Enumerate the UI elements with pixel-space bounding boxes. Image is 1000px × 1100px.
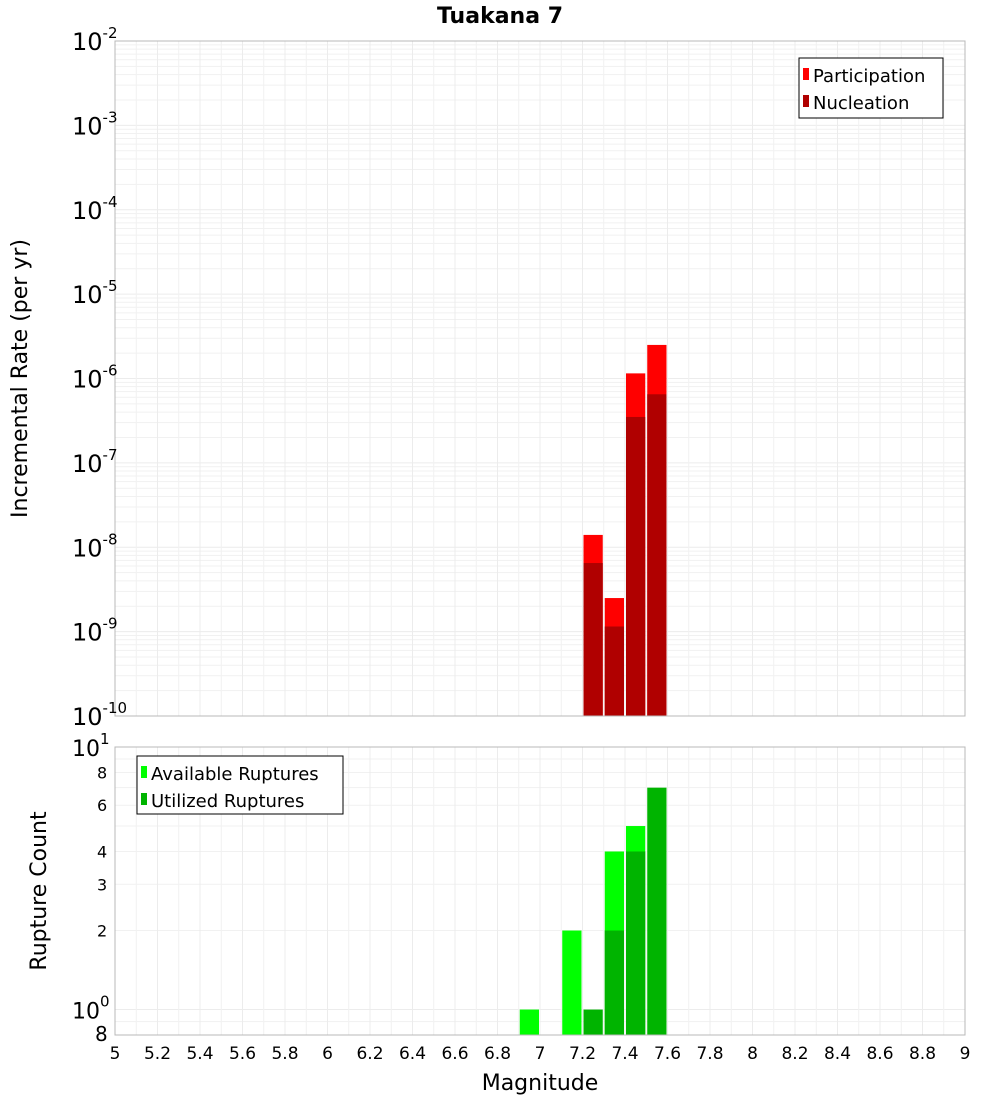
- y-tick-exponent: -4: [103, 193, 118, 211]
- x-tick-label: 7.4: [611, 1044, 638, 1064]
- panel2-y-tick-label: 100: [72, 993, 110, 1025]
- legend-label: Participation: [813, 66, 925, 87]
- y-tick-base: 3: [97, 875, 107, 894]
- legend-label: Available Ruptures: [151, 764, 319, 785]
- y-tick-base: 4: [97, 842, 107, 861]
- panel1-y-tick-label: 10-2: [72, 24, 118, 56]
- panel2-y-tick-label: 8: [95, 1022, 108, 1046]
- x-tick-label: 8.2: [781, 1044, 808, 1064]
- y-tick-base: 10: [72, 28, 103, 56]
- panel2-y-tick-label: 2: [97, 922, 107, 941]
- x-tick-label: 7.2: [569, 1044, 596, 1064]
- y-tick-base: 10: [72, 450, 103, 478]
- chart-title: Tuakana 7: [437, 4, 563, 29]
- panel1-y-tick-label: 10-6: [72, 362, 118, 394]
- legend-label: Utilized Ruptures: [151, 791, 304, 812]
- x-tick-label: 7.6: [654, 1044, 681, 1064]
- panel1-y-tick-label: 10-9: [72, 615, 118, 647]
- y-tick-base: 10: [72, 534, 103, 562]
- y-tick-exponent: -7: [103, 446, 118, 464]
- panel2-y-tick-label: 8: [97, 763, 107, 782]
- y-tick-exponent: -8: [103, 530, 118, 548]
- y-tick-exponent: -3: [103, 108, 118, 126]
- panel2-available-ruptures-bar: [519, 1009, 539, 1035]
- x-tick-label: 5.6: [229, 1044, 256, 1064]
- y-tick-base: 10: [72, 281, 103, 309]
- panel1-y-tick-label: 10-4: [72, 193, 118, 225]
- panel1-y-tick-label: 10-3: [72, 108, 118, 140]
- x-tick-label: 8.4: [824, 1044, 851, 1064]
- panel1-nucleation-bar: [583, 563, 603, 716]
- x-tick-label: 5: [110, 1044, 121, 1064]
- panel2-plot-area: [114, 746, 966, 1036]
- panel2-y-tick-label: 101: [72, 730, 110, 762]
- panel1-nucleation-bar: [604, 626, 624, 716]
- panel2-legend: [136, 755, 344, 815]
- x-tick-label: 8.8: [909, 1044, 936, 1064]
- panel1-nucleation-bar: [626, 416, 646, 716]
- panel2-y-axis-title: Rupture Count: [27, 811, 52, 971]
- panel2-utilized-ruptures-bar: [626, 851, 646, 1035]
- x-tick-label: 9: [960, 1044, 971, 1064]
- y-tick-base: 10: [72, 197, 103, 225]
- panel2-y-tick-label: 3: [97, 875, 107, 894]
- y-tick-base: 10: [72, 1000, 100, 1025]
- x-tick-label: 7: [535, 1044, 546, 1064]
- x-axis-title: Magnitude: [482, 1071, 599, 1096]
- y-tick-exponent: 0: [100, 993, 110, 1011]
- y-tick-exponent: -6: [103, 362, 118, 380]
- panel1-y-axis-title: Incremental Rate (per yr): [8, 239, 33, 518]
- x-tick-label: 6.6: [441, 1044, 468, 1064]
- panel2-y-tick-label: 6: [97, 796, 107, 815]
- y-tick-base: 8: [97, 763, 107, 782]
- y-tick-base: 10: [72, 703, 103, 731]
- y-tick-exponent: 1: [100, 730, 110, 748]
- y-tick-exponent: -2: [103, 24, 118, 42]
- panel2-available-ruptures-bar: [562, 930, 582, 1035]
- panel1-y-tick-label: 10-5: [72, 277, 118, 309]
- x-tick-label: 6: [322, 1044, 333, 1064]
- x-tick-label: 6.2: [356, 1044, 383, 1064]
- x-tick-label: 7.8: [696, 1044, 723, 1064]
- x-tick-label: 8.6: [866, 1044, 893, 1064]
- y-tick-base: 10: [72, 619, 103, 647]
- y-tick-base: 10: [72, 366, 103, 394]
- legend-swatch: [141, 793, 147, 805]
- panel2-utilized-ruptures-bar: [604, 930, 624, 1035]
- panel2-utilized-ruptures-bar: [647, 787, 667, 1035]
- y-tick-exponent: -9: [103, 615, 118, 633]
- y-tick-exponent: -10: [103, 699, 128, 717]
- panel1-y-tick-label: 10-10: [72, 699, 127, 731]
- panel2-utilized-ruptures-bar: [583, 1009, 603, 1035]
- panel1-plot-area: [114, 40, 966, 717]
- legend-label: Nucleation: [813, 93, 909, 114]
- y-tick-exponent: -5: [103, 277, 118, 295]
- legend-swatch: [141, 766, 147, 778]
- y-tick-base: 8: [95, 1022, 108, 1046]
- y-tick-base: 2: [97, 922, 107, 941]
- panel1-nucleation-bar: [647, 394, 667, 716]
- panel2-y-tick-label: 4: [97, 842, 107, 861]
- panel1-y-tick-label: 10-8: [72, 530, 118, 562]
- x-tick-label: 5.2: [144, 1044, 171, 1064]
- y-tick-base: 10: [72, 737, 100, 762]
- x-tick-label: 5.8: [271, 1044, 298, 1064]
- x-tick-label: 5.4: [186, 1044, 213, 1064]
- x-tick-label: 6.4: [399, 1044, 426, 1064]
- panel1-legend: [798, 57, 944, 119]
- y-tick-base: 6: [97, 796, 107, 815]
- panel1-y-tick-label: 10-7: [72, 446, 118, 478]
- x-tick-label: 6.8: [484, 1044, 511, 1064]
- x-tick-label: 8: [747, 1044, 758, 1064]
- legend-swatch: [803, 95, 809, 107]
- y-tick-base: 10: [72, 112, 103, 140]
- legend-swatch: [803, 68, 809, 80]
